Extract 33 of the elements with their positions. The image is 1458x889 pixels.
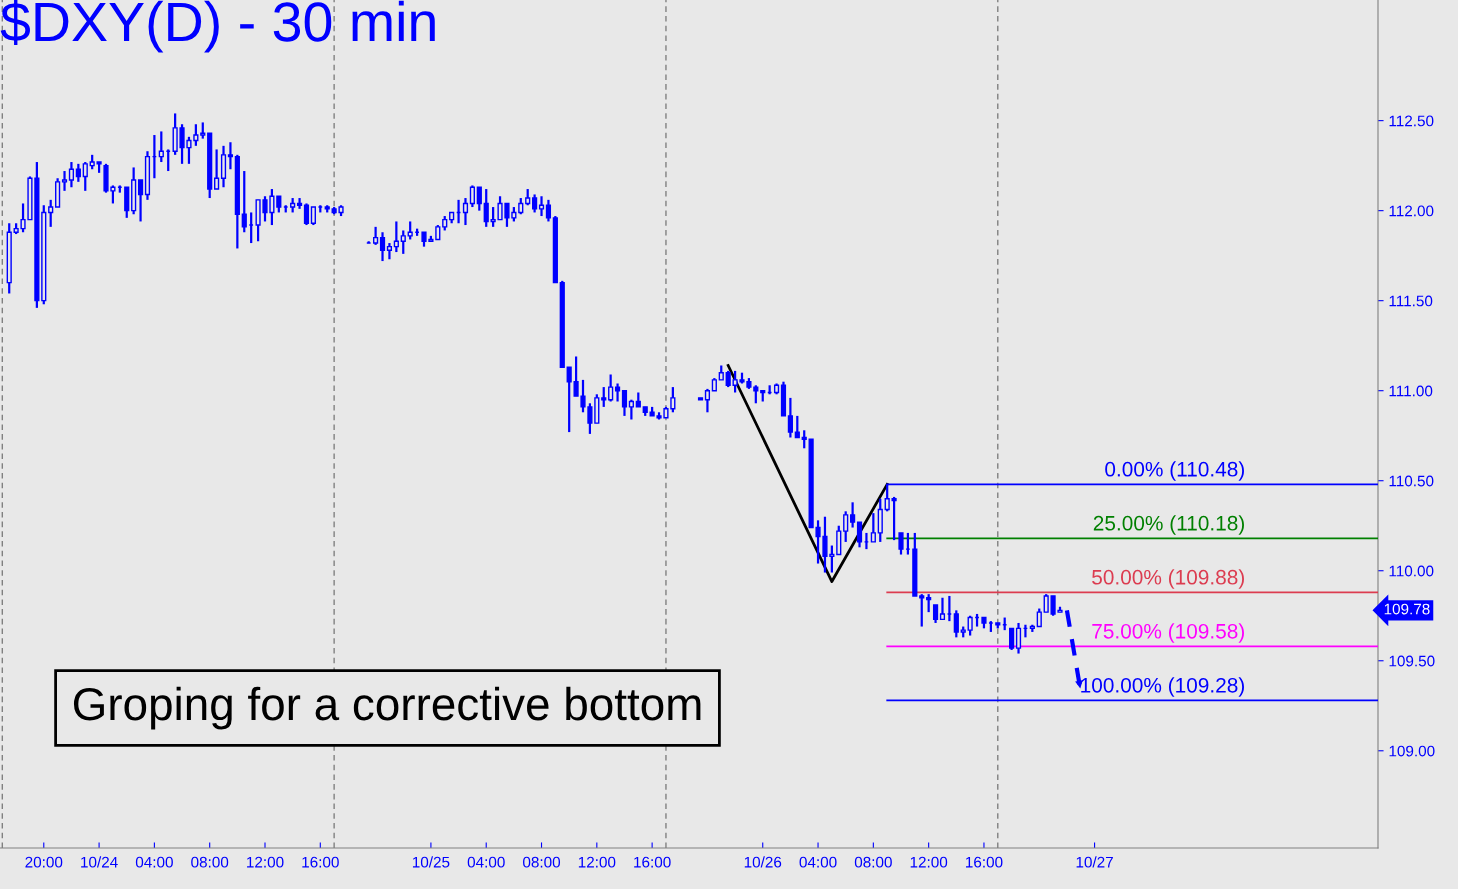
x-tick-label: 08:00 bbox=[523, 856, 561, 868]
x-tick-label: 04:00 bbox=[799, 856, 837, 868]
x-tick-label: 04:00 bbox=[467, 856, 505, 868]
x-tick-label: 12:00 bbox=[910, 856, 948, 868]
series-label: 50.00% (109.88) bbox=[1092, 569, 1244, 589]
series-label: 0.00% (110.48) bbox=[1105, 461, 1244, 481]
x-tick-label: 10/27 bbox=[1076, 856, 1113, 868]
x-tick-label: 16:00 bbox=[966, 856, 1003, 868]
chart-title: $DXY(D) - 30 min bbox=[0, 0, 435, 53]
x-tick-label: 10/24 bbox=[81, 856, 118, 868]
legend-label: 100.00% (109.28) bbox=[1081, 677, 1244, 697]
y-tick-label: 110.50 bbox=[1389, 475, 1434, 487]
y-tick-label: 112.50 bbox=[1389, 115, 1434, 127]
x-tick-label: 08:00 bbox=[854, 856, 892, 868]
x-tick-label: 16:00 bbox=[302, 856, 339, 868]
series-label: 75.00% (109.58) bbox=[1092, 623, 1244, 643]
y-tick-label: 111.00 bbox=[1389, 385, 1433, 397]
series-label: 25.00% (110.18) bbox=[1093, 515, 1244, 535]
y-tick-label: 111.50 bbox=[1389, 295, 1433, 307]
y-tick-label: 112.00 bbox=[1389, 205, 1434, 217]
y-tick-label: 110.00 bbox=[1389, 565, 1434, 577]
x-tick-label: 16:00 bbox=[634, 856, 671, 868]
y-tick-label: 109.50 bbox=[1389, 655, 1435, 667]
x-tick-label: 10/25 bbox=[412, 856, 450, 868]
x-tick-label: 04:00 bbox=[135, 856, 173, 868]
x-tick-label: 10/26 bbox=[744, 856, 782, 868]
x-tick-label: 20:00 bbox=[25, 856, 63, 868]
x-tick-label: 12:00 bbox=[578, 856, 616, 868]
x-tick-label: 12:00 bbox=[247, 856, 284, 868]
text: 109.78 bbox=[1384, 603, 1430, 615]
x-tick-label: 08:00 bbox=[191, 856, 229, 868]
annotation: Groping for a corrective bottom bbox=[73, 686, 701, 730]
y-tick-label: 109.00 bbox=[1389, 745, 1435, 757]
